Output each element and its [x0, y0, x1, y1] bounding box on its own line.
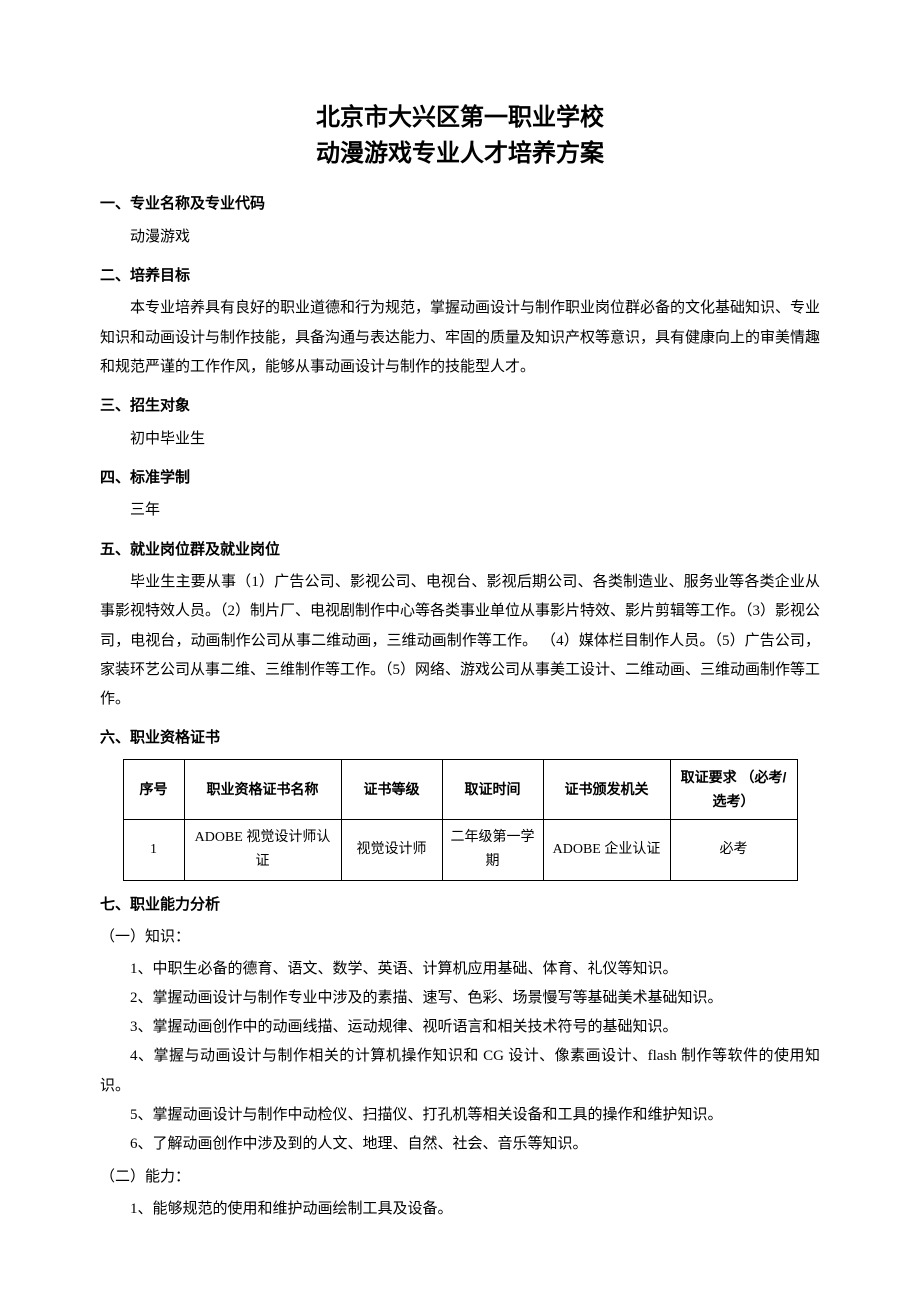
knowledge-item-1: 1、中职生必备的德育、语文、数学、英语、计算机应用基础、体育、礼仪等知识。: [100, 955, 820, 984]
col-req: 取证要求 （必考/选考）: [670, 759, 797, 820]
cell-org: ADOBE 企业认证: [543, 820, 670, 881]
certificate-table: 序号 职业资格证书名称 证书等级 取证时间 证书颁发机关 取证要求 （必考/选考…: [123, 759, 798, 881]
col-org: 证书颁发机关: [543, 759, 670, 820]
section-3-body: 初中毕业生: [100, 425, 820, 454]
col-seq: 序号: [123, 759, 184, 820]
table-header-row: 序号 职业资格证书名称 证书等级 取证时间 证书颁发机关 取证要求 （必考/选考…: [123, 759, 797, 820]
section-7b-heading: （二）能力：: [100, 1163, 820, 1192]
knowledge-item-4: 4、掌握与动画设计与制作相关的计算机操作知识和 CG 设计、像素画设计、flas…: [100, 1042, 820, 1101]
ability-item-1: 1、能够规范的使用和维护动画绘制工具及设备。: [100, 1195, 820, 1224]
col-time: 取证时间: [442, 759, 543, 820]
document-title: 北京市大兴区第一职业学校 动漫游戏专业人才培养方案: [100, 100, 820, 172]
section-2-heading: 二、培养目标: [100, 262, 820, 291]
col-level: 证书等级: [341, 759, 442, 820]
section-4-heading: 四、标准学制: [100, 464, 820, 493]
knowledge-item-5: 5、掌握动画设计与制作中动检仪、扫描仪、打孔机等相关设备和工具的操作和维护知识。: [100, 1101, 820, 1130]
table-row: 1 ADOBE 视觉设计师认证 视觉设计师 二年级第一学期 ADOBE 企业认证…: [123, 820, 797, 881]
col-name: 职业资格证书名称: [184, 759, 341, 820]
section-7a-heading: （一）知识：: [100, 923, 820, 952]
section-5-body: 毕业生主要从事（1）广告公司、影视公司、电视台、影视后期公司、各类制造业、服务业…: [100, 568, 820, 714]
section-1-body: 动漫游戏: [100, 223, 820, 252]
section-6-heading: 六、职业资格证书: [100, 724, 820, 753]
section-2-body: 本专业培养具有良好的职业道德和行为规范，掌握动画设计与制作职业岗位群必备的文化基…: [100, 294, 820, 382]
section-3-heading: 三、招生对象: [100, 392, 820, 421]
knowledge-item-3: 3、掌握动画创作中的动画线描、运动规律、视听语言和相关技术符号的基础知识。: [100, 1013, 820, 1042]
cell-seq: 1: [123, 820, 184, 881]
cell-time: 二年级第一学期: [442, 820, 543, 881]
cell-req: 必考: [670, 820, 797, 881]
knowledge-item-2: 2、掌握动画设计与制作专业中涉及的素描、速写、色彩、场景慢写等基础美术基础知识。: [100, 984, 820, 1013]
cell-level: 视觉设计师: [341, 820, 442, 881]
cell-name: ADOBE 视觉设计师认证: [184, 820, 341, 881]
section-4-body: 三年: [100, 496, 820, 525]
document-page: 北京市大兴区第一职业学校 动漫游戏专业人才培养方案 一、专业名称及专业代码 动漫…: [0, 0, 920, 1302]
section-5-heading: 五、就业岗位群及就业岗位: [100, 536, 820, 565]
title-line-1: 北京市大兴区第一职业学校: [100, 100, 820, 136]
title-line-2: 动漫游戏专业人才培养方案: [100, 136, 820, 172]
knowledge-item-6: 6、了解动画创作中涉及到的人文、地理、自然、社会、音乐等知识。: [100, 1130, 820, 1159]
section-1-heading: 一、专业名称及专业代码: [100, 190, 820, 219]
section-7-heading: 七、职业能力分析: [100, 891, 820, 920]
